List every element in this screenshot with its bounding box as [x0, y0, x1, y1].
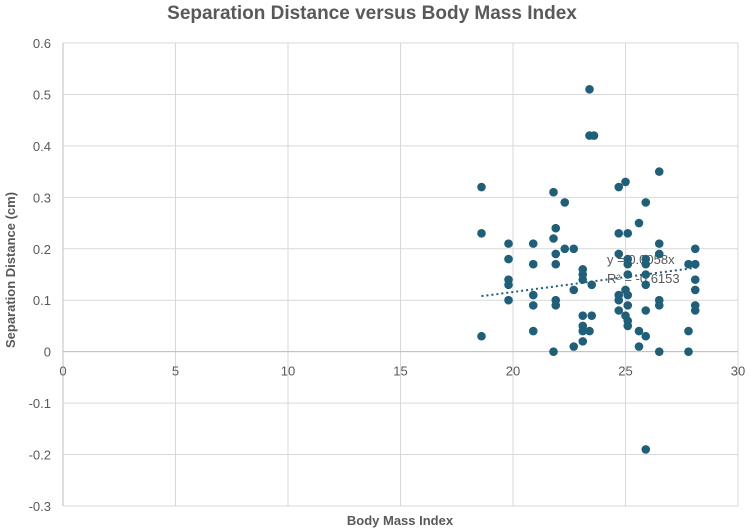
trendline [481, 266, 698, 298]
data-point [634, 342, 644, 351]
data-point [528, 239, 538, 248]
data-point [528, 301, 538, 310]
x-tick-label: 25 [618, 364, 632, 379]
x-axis-title: Body Mass Index [347, 513, 454, 528]
data-point [578, 311, 588, 320]
data-point [578, 275, 588, 284]
data-point [528, 259, 538, 269]
data-point [551, 223, 561, 233]
x-tick-label: 5 [172, 364, 179, 379]
data-point [614, 182, 624, 192]
data-point [477, 182, 486, 192]
y-tick-label: 0.5 [33, 87, 51, 102]
data-point [477, 331, 486, 341]
data-point [528, 290, 538, 300]
y-tick-label: 0.3 [33, 190, 51, 205]
data-point [690, 244, 700, 254]
data-point [551, 301, 561, 310]
data-point [690, 275, 700, 284]
data-point [477, 229, 486, 238]
data-point [528, 326, 538, 336]
data-point [614, 249, 624, 259]
data-point [560, 244, 570, 254]
data-point [504, 295, 513, 305]
data-point [690, 285, 700, 295]
data-point [641, 280, 651, 290]
data-point [654, 167, 664, 176]
data-point [589, 131, 599, 140]
data-point [654, 249, 664, 259]
data-point [549, 187, 558, 197]
y-axis-title: Separation Distance (cm) [3, 192, 18, 348]
data-point [587, 280, 597, 290]
data-point [654, 301, 664, 310]
data-point [587, 311, 597, 320]
data-point [684, 326, 693, 336]
data-point [549, 347, 558, 356]
y-tick-label: 0.6 [33, 36, 51, 51]
data-point [634, 326, 644, 336]
data-point [614, 306, 624, 315]
data-point [641, 331, 651, 341]
data-point [549, 234, 558, 243]
data-point [641, 270, 651, 279]
x-tick-label: 30 [731, 364, 745, 379]
y-tick-label: 0 [44, 345, 51, 360]
x-tick-label: 0 [59, 364, 66, 379]
data-point [641, 445, 651, 454]
data-point [641, 259, 651, 269]
y-tick-label: -0.1 [29, 396, 51, 411]
data-point [654, 347, 664, 356]
data-point [551, 259, 561, 269]
y-tick-label: -0.3 [29, 499, 51, 514]
data-point [654, 239, 664, 248]
data-point [623, 290, 633, 300]
data-points [477, 85, 700, 454]
data-point [690, 306, 700, 315]
data-point [623, 259, 633, 269]
data-point [578, 326, 588, 336]
data-point [623, 301, 633, 310]
data-point [569, 285, 579, 295]
data-point [585, 326, 594, 336]
data-point [614, 229, 624, 238]
tick-labels: -0.3 -0.2 -0.1 0 0.1 0.2 0.3 0.4 0.5 0.6 0 5 10 15 20 2… [29, 36, 746, 514]
y-tick-label: 0.1 [33, 293, 51, 308]
data-point [684, 347, 693, 356]
data-point [641, 198, 651, 207]
data-point [585, 85, 594, 94]
data-point [623, 229, 633, 238]
data-point [641, 306, 651, 315]
data-point [578, 337, 588, 346]
x-tick-label: 20 [506, 364, 520, 379]
data-point [614, 295, 624, 305]
data-point [504, 239, 513, 248]
data-point [623, 321, 633, 331]
y-tick-label: 0.4 [33, 139, 51, 154]
data-point [569, 244, 579, 254]
x-tick-label: 10 [281, 364, 295, 379]
data-point [621, 177, 630, 187]
y-tick-label: -0.2 [29, 448, 51, 463]
data-point [504, 254, 513, 264]
data-point [690, 259, 700, 269]
data-point [560, 198, 570, 207]
data-point [634, 218, 644, 228]
data-point [684, 259, 693, 269]
x-tick-label: 15 [393, 364, 407, 379]
data-point [623, 270, 633, 279]
data-point [569, 342, 579, 351]
y-tick-label: 0.2 [33, 242, 51, 257]
data-point [504, 280, 513, 290]
axes [62, 43, 738, 506]
chart-title: Separation Distance versus Body Mass Ind… [167, 3, 577, 24]
data-point [551, 249, 561, 259]
